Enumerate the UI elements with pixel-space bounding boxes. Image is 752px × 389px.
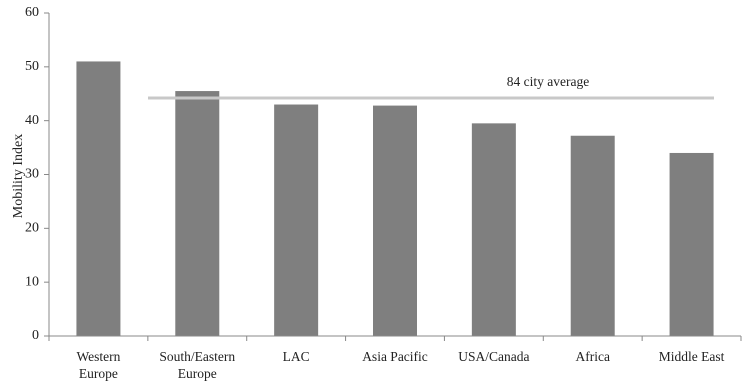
y-tick-label: 0 [32, 328, 39, 343]
y-tick-label: 60 [25, 5, 39, 20]
axes-group [48, 13, 742, 341]
y-tick-label: 10 [25, 274, 39, 289]
x-category-label: LAC [283, 349, 310, 364]
x-category-label: Africa [575, 349, 609, 364]
x-category-label: USA/Canada [458, 349, 529, 364]
y-tick-label: 40 [25, 113, 39, 128]
reference-line-label: 84 city average [507, 74, 589, 89]
bar [274, 104, 319, 337]
bars-group [76, 61, 714, 337]
y-axis-title: Mobility Index [11, 134, 26, 218]
reference-line-group: 84 city average [148, 74, 714, 100]
x-category-label: Western Europe [76, 349, 120, 381]
y-tick-label: 20 [25, 221, 39, 236]
bar [373, 105, 417, 337]
bar [175, 91, 220, 336]
x-category-label: Middle East [659, 349, 725, 364]
y-axis-ticks: 0 10 20 30 40 50 60 [25, 5, 49, 343]
x-category-label: South/Eastern Europe [159, 349, 235, 381]
y-tick-label: 30 [25, 167, 39, 182]
bar [76, 61, 121, 336]
bar [570, 135, 615, 336]
x-category-label: Asia Pacific [362, 349, 428, 364]
bar [669, 152, 714, 336]
category-labels: Western Europe South/Eastern Europe LAC Asia … [76, 349, 724, 381]
y-tick-label: 50 [25, 59, 39, 74]
bar [471, 123, 516, 336]
